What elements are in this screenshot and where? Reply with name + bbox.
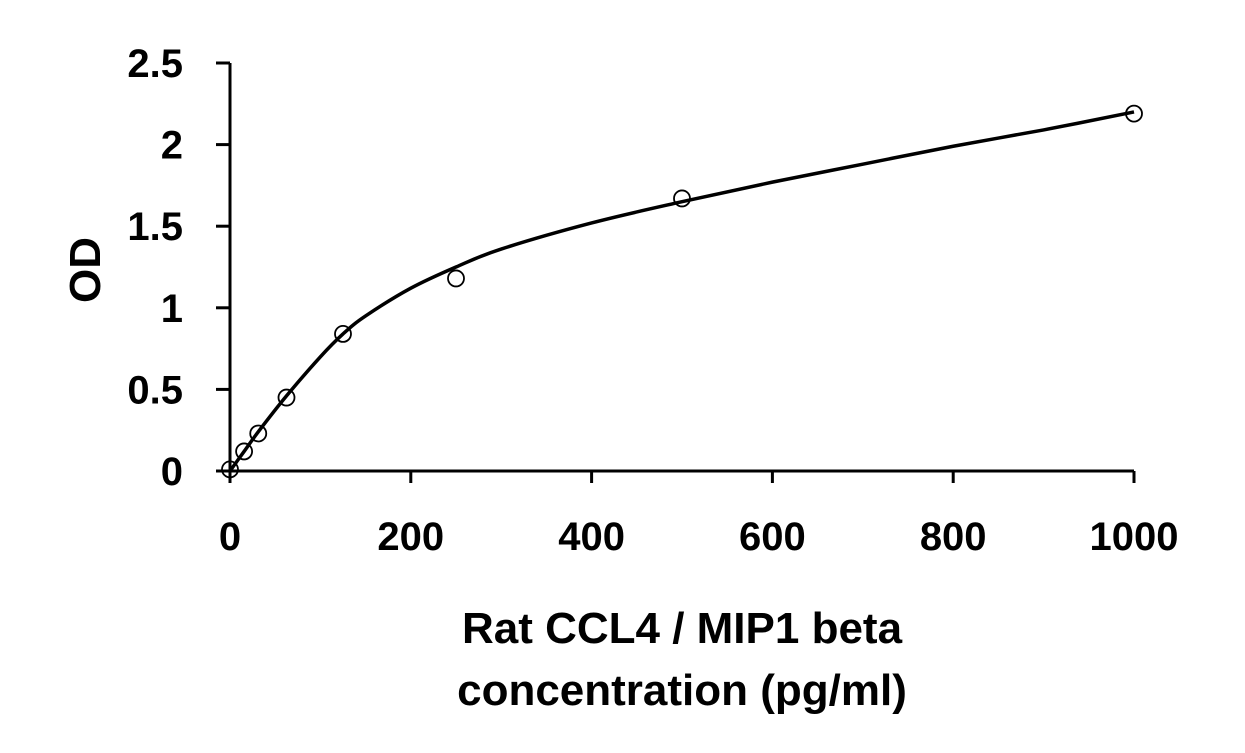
y-tick-label: 1 [161,287,183,331]
x-tick-label: 0 [219,515,241,559]
y-tick-label: 0 [161,450,183,494]
x-tick-label: 800 [920,515,987,559]
y-ticks: 0 0.5 1 1.5 2 2.5 [127,42,230,494]
y-tick-label: 2 [161,124,183,168]
data-point [249,424,268,443]
x-axis-title-line-2: concentration (pg/ml) [457,666,907,715]
data-point [447,269,465,288]
x-tick-label: 1000 [1090,515,1179,559]
data-point [673,189,691,208]
data-point [1125,104,1143,123]
y-tick-label: 2.5 [127,42,183,86]
data-point [221,460,239,479]
fit-curve [228,110,1135,473]
data-point [235,442,254,461]
x-axis-title-line-1: Rat CCL4 / MIP1 beta [462,604,903,653]
y-tick-label: 1.5 [127,205,183,249]
x-tick-label: 600 [739,515,806,559]
data-point [277,388,296,407]
x-tick-label: 400 [558,515,625,559]
data-point [334,325,352,343]
data-points [221,104,1143,479]
x-tick-label: 200 [377,515,444,559]
y-tick-label: 0.5 [127,368,183,412]
x-ticks: 0 200 400 600 800 1000 [219,471,1179,559]
y-axis-title: OD [61,237,110,303]
